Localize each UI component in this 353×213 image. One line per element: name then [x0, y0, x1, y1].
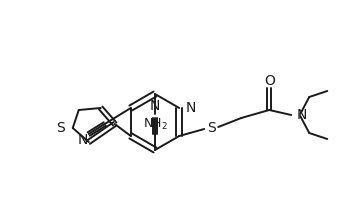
Text: N: N — [78, 133, 88, 147]
Text: S: S — [56, 121, 65, 135]
Text: N: N — [296, 108, 307, 122]
Text: NH$_2$: NH$_2$ — [143, 117, 167, 132]
Text: S: S — [207, 121, 216, 135]
Text: O: O — [264, 74, 275, 88]
Text: N: N — [185, 101, 196, 115]
Text: N: N — [150, 99, 160, 113]
